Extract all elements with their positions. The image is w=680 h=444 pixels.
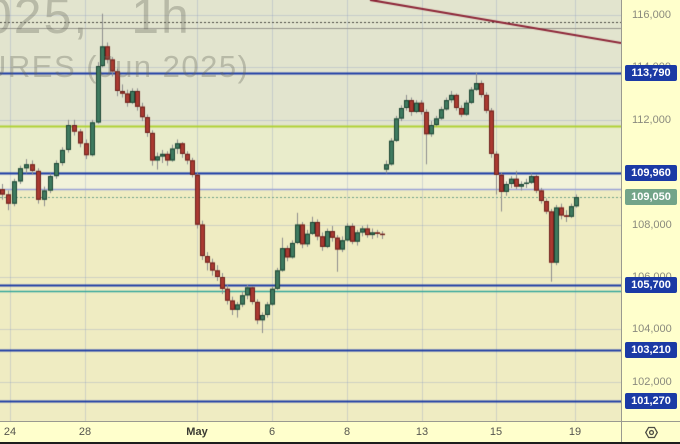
price-level-badge-109960[interactable]: 109,960 [625,165,677,182]
axis-settings-corner[interactable] [621,421,680,442]
time-axis-label-May: May [186,426,208,438]
time-axis-label-15: 15 [489,426,503,438]
price-axis[interactable]: 116,000114,000112,000108,000106,000104,0… [621,0,680,421]
price-level-badge-109050[interactable]: 109,050 [625,189,677,206]
settings-icon[interactable] [644,425,659,440]
time-axis[interactable]: 24 28 May 6 8 13 15 19 [0,421,621,442]
price-level-badge-103210[interactable]: 103,210 [625,342,677,359]
price-level-badge-113790[interactable]: 113,790 [625,64,677,81]
price-axis-label-102000: 102,000 [632,375,672,388]
candlestick-canvas[interactable] [0,0,621,421]
time-axis-label-24: 24 [3,426,17,438]
price-axis-label-108000: 108,000 [632,218,672,231]
time-axis-label-6: 6 [268,426,276,438]
time-axis-label-28: 28 [78,426,92,438]
chart-plot-area[interactable]: 025, 1h URES (Jun 2025) [0,0,621,421]
price-axis-label-112000: 112,000 [632,113,671,126]
price-axis-label-104000: 104,000 [632,323,672,336]
time-axis-label-13: 13 [415,426,429,438]
price-level-badge-105700[interactable]: 105,700 [625,276,677,293]
time-axis-label-19: 19 [568,426,582,438]
price-axis-label-116000: 116,000 [632,9,671,21]
price-level-badge-101270[interactable]: 101,270 [625,392,677,409]
time-axis-label-8: 8 [343,426,351,438]
